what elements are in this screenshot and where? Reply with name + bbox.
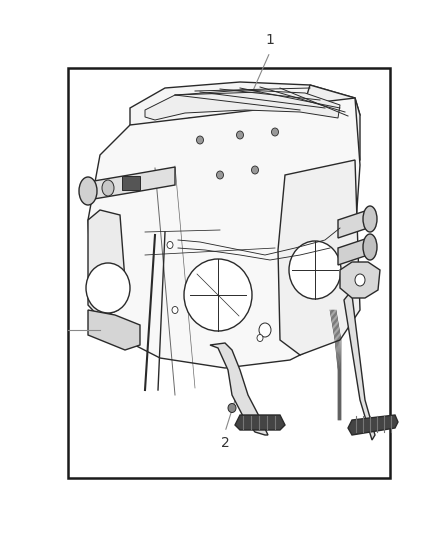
Polygon shape	[338, 210, 368, 238]
Ellipse shape	[289, 241, 341, 299]
Ellipse shape	[363, 206, 377, 232]
Ellipse shape	[237, 131, 244, 139]
Ellipse shape	[86, 263, 130, 313]
Polygon shape	[344, 295, 375, 440]
Text: 2: 2	[221, 436, 230, 450]
Polygon shape	[300, 85, 360, 165]
Bar	[68, 68, 390, 478]
Polygon shape	[88, 98, 360, 368]
Polygon shape	[130, 82, 360, 128]
Ellipse shape	[79, 177, 97, 205]
Ellipse shape	[184, 259, 252, 331]
Bar	[122, 176, 140, 190]
Polygon shape	[88, 210, 125, 318]
Ellipse shape	[272, 128, 279, 136]
Ellipse shape	[363, 234, 377, 260]
Polygon shape	[235, 415, 285, 430]
Ellipse shape	[172, 306, 178, 313]
Ellipse shape	[251, 166, 258, 174]
Ellipse shape	[228, 403, 236, 413]
Polygon shape	[88, 167, 175, 200]
Polygon shape	[210, 343, 268, 435]
Polygon shape	[348, 415, 398, 435]
Polygon shape	[338, 238, 368, 265]
Ellipse shape	[167, 241, 173, 248]
Ellipse shape	[102, 180, 114, 196]
Ellipse shape	[216, 171, 223, 179]
Text: 1: 1	[265, 33, 275, 47]
Polygon shape	[145, 90, 340, 120]
Ellipse shape	[197, 136, 204, 144]
Polygon shape	[278, 160, 360, 355]
Polygon shape	[340, 262, 380, 298]
Polygon shape	[88, 310, 140, 350]
Ellipse shape	[259, 323, 271, 337]
Ellipse shape	[257, 335, 263, 342]
Ellipse shape	[355, 274, 365, 286]
